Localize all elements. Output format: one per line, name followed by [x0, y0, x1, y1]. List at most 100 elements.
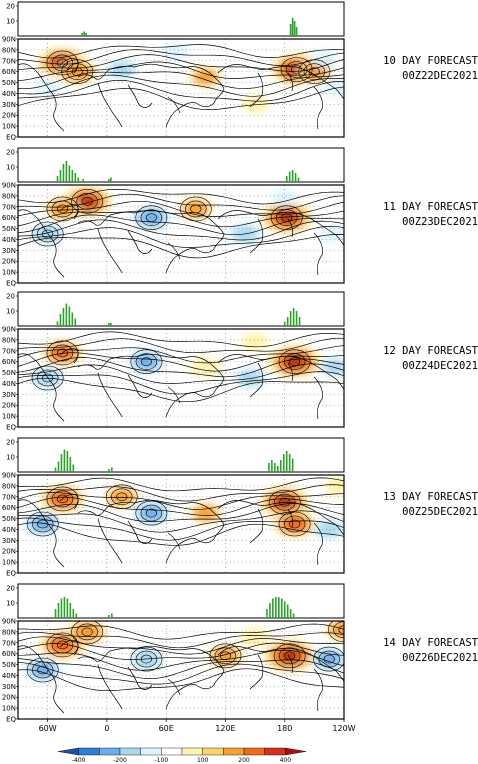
- lat-tick-label: 60N: [2, 68, 16, 76]
- contour-line: [18, 668, 344, 692]
- closed-contour: [323, 654, 335, 664]
- lat-tick-label: EQ: [6, 716, 16, 724]
- hist-bar: [271, 460, 273, 472]
- panel-title-0: 10 DAY FORECAST 00Z22DEC2021: [352, 54, 478, 84]
- colorbar-swatch: [140, 747, 162, 756]
- colorbar-swatch: [285, 747, 307, 756]
- hist-bar: [295, 311, 298, 326]
- closed-contour: [303, 63, 326, 80]
- contour-line: [18, 234, 344, 259]
- lat-tick-label: 90N: [2, 36, 16, 44]
- forecast-panel-2: 10 20 EQ 10N 20N 30N 40N 50N 60N 70N 80N 90N: [2, 291, 345, 432]
- lat-tick-label: 20N: [2, 258, 16, 266]
- hist-bar: [110, 177, 112, 182]
- colorbar-label: 400: [280, 757, 292, 764]
- hist-bar: [68, 165, 71, 182]
- histogram-frame: [17, 583, 345, 619]
- contour-line: [18, 649, 344, 671]
- hist-bar: [66, 598, 69, 618]
- hist-tick-label: 10: [6, 600, 15, 608]
- hist-bar: [68, 306, 71, 326]
- lat-tick-label: 10N: [2, 269, 16, 277]
- hist-bar: [110, 323, 112, 326]
- closed-contour: [274, 493, 296, 511]
- hist-bar: [286, 604, 289, 618]
- hist-bar: [277, 466, 279, 472]
- hist-tick-label: 20: [6, 585, 15, 593]
- map-grid: [18, 185, 344, 283]
- closed-contour: [76, 193, 98, 210]
- anomaly-blob: [280, 650, 299, 662]
- hist-bar: [268, 463, 270, 472]
- contour-line: [18, 337, 344, 354]
- hist-tick-label: 10: [6, 308, 15, 316]
- hist-bar: [298, 317, 301, 326]
- lon-tick-label: 60E: [159, 724, 174, 733]
- forecast-lead-label: 12 DAY FORECAST: [383, 345, 478, 357]
- hist-bar: [65, 161, 68, 182]
- contour-line: [18, 79, 344, 102]
- hist-bar: [272, 598, 274, 618]
- closed-contour: [333, 621, 344, 639]
- forecast-date-label: 00Z24DEC2021: [402, 360, 478, 372]
- closed-contour: [281, 213, 293, 222]
- colorbar-swatch: [57, 747, 79, 756]
- contour-line: [18, 477, 344, 492]
- anomaly-blob: [329, 621, 344, 640]
- closed-contour: [130, 646, 163, 672]
- anomaly-blob: [318, 652, 340, 666]
- contour-line: [18, 71, 344, 90]
- colorbar: -400 -200 -100 100 200 400: [57, 747, 307, 764]
- forecast-lead-label: 13 DAY FORECAST: [383, 491, 478, 503]
- hist-bar: [83, 31, 85, 36]
- hist-bar: [108, 469, 110, 472]
- lat-tick-label: 60N: [2, 358, 16, 366]
- anomaly-blob: [211, 646, 240, 665]
- forecast-lead-label: 11 DAY FORECAST: [383, 201, 478, 213]
- colorbar-swatch: [243, 747, 265, 756]
- contour-line: [18, 331, 344, 348]
- lat-tick-label: 30N: [2, 391, 16, 399]
- hist-bar: [60, 454, 63, 472]
- lat-tick-label: EQ: [6, 424, 16, 432]
- hist-bar: [285, 451, 288, 472]
- hist-bar: [108, 179, 110, 182]
- contour-line: [18, 74, 344, 97]
- closed-contour: [135, 500, 168, 526]
- lat-tick-label: 40N: [2, 90, 16, 98]
- lat-tick-label: 90N: [2, 182, 16, 190]
- hist-bar: [62, 308, 65, 326]
- contour-line: [18, 371, 344, 395]
- hist-bar: [77, 177, 80, 182]
- hist-bar: [74, 318, 77, 326]
- closed-contour: [51, 344, 74, 362]
- lat-tick-label: 70N: [2, 57, 16, 65]
- lat-tick-label: 90N: [2, 472, 16, 480]
- map-grid: [18, 621, 344, 719]
- map-frame: [17, 620, 345, 720]
- lat-tick-label: 10N: [2, 413, 16, 421]
- closed-contour: [289, 519, 301, 529]
- hist-bar: [279, 460, 282, 472]
- lat-tick-label: 70N: [2, 347, 16, 355]
- hist-bar: [54, 467, 57, 472]
- hist-bar: [291, 170, 294, 182]
- closed-contour: [26, 657, 59, 683]
- colorbar-swatch: [99, 747, 121, 756]
- hist-bar: [60, 598, 63, 618]
- hist-bar: [75, 613, 78, 618]
- hist-bar: [59, 170, 62, 182]
- contour-line: [18, 636, 344, 655]
- lon-tick-label: 120E: [215, 724, 235, 733]
- hist-bar: [291, 458, 294, 472]
- lon-tick-label: 0: [104, 724, 109, 733]
- closed-contour: [135, 650, 158, 668]
- closed-contour: [276, 209, 298, 226]
- lon-tick-label: 120W: [332, 724, 355, 733]
- hist-bar: [108, 615, 110, 618]
- closed-contour: [284, 651, 296, 661]
- forecast-date-label: 00Z26DEC2021: [402, 652, 478, 664]
- lat-tick-label: 80N: [2, 482, 16, 490]
- anomaly-blob: [190, 357, 221, 378]
